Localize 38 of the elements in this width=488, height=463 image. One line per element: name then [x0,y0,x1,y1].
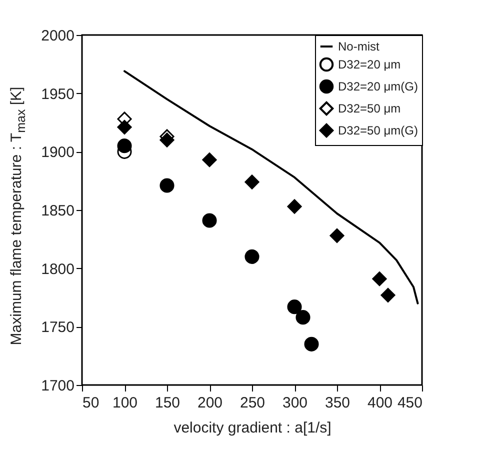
point [160,132,174,148]
legend-label: D32=50 μm(G) [338,124,418,138]
x-tick-label: 200 [197,394,223,412]
point [202,152,217,168]
point [202,213,217,228]
x-tick-label: 50 [82,394,100,412]
point [287,300,302,314]
point [117,120,132,134]
point [372,272,387,286]
point [380,288,396,302]
legend-label: D32=50 μm [338,102,401,116]
x-tick-label: 350 [324,394,350,412]
point [296,310,310,325]
legend-label: D32=20 μm [338,58,401,72]
point [330,228,344,243]
y-tick-label: 2000 [41,28,74,44]
x-tick-label: 250 [240,394,266,412]
y-tick-label: 1950 [41,86,74,103]
point [287,199,302,214]
point [160,178,174,193]
x-tick-label: 400 [367,394,393,412]
y-tick-label: 1750 [41,319,74,336]
point [117,138,132,154]
y-tick-label: 1800 [41,260,74,278]
legend-label: No-mist [338,40,380,54]
point [244,249,260,264]
point [244,174,260,190]
legend-label: D32=20 μm(G) [338,80,418,94]
y-tick-label: 1700 [41,378,74,394]
x-tick-label: 450 [397,394,422,412]
x-axis-title: velocity gradient : a[1/s] [174,420,332,436]
x-tick-label: 300 [282,394,308,412]
x-tick-label: 100 [112,394,138,412]
y-tick-label: 1900 [41,144,74,162]
point [304,336,319,352]
x-tick-label: 150 [154,394,180,412]
y-tick-label: 1850 [41,202,74,220]
line-series [124,70,419,304]
